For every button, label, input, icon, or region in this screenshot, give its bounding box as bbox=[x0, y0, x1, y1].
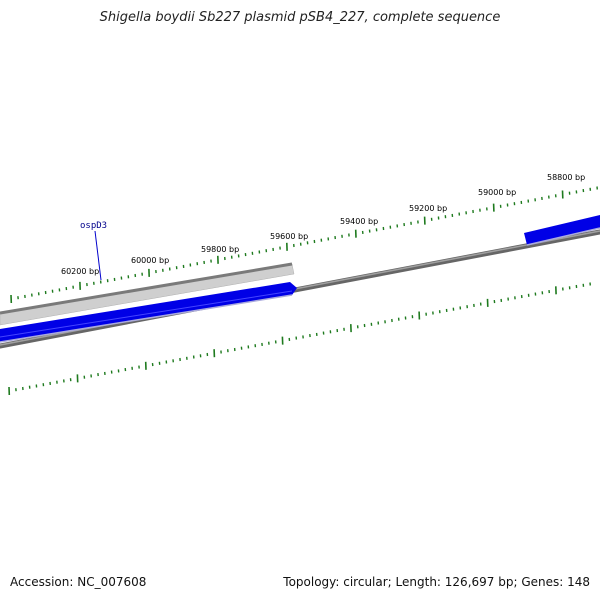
feature-gray-ospD3[interactable] bbox=[0, 262, 295, 326]
tick-label: 59600 bp bbox=[270, 232, 308, 241]
sequence-backbone-highlight bbox=[0, 230, 600, 346]
gene-label-pointer bbox=[94, 230, 102, 281]
map-summary-text: Topology: circular; Length: 126,697 bp; … bbox=[283, 575, 590, 589]
sequence-backbone bbox=[0, 229, 600, 349]
accession-text: Accession: NC_007608 bbox=[10, 575, 147, 589]
tick-label: 59000 bp bbox=[478, 188, 516, 197]
lower-tick-row bbox=[8, 282, 591, 396]
upper-tick-row bbox=[10, 186, 598, 304]
tick-label: 59200 bp bbox=[409, 204, 447, 213]
gene-arrow-ospD3[interactable] bbox=[0, 282, 297, 343]
map-title: Shigella boydii Sb227 plasmid pSB4_227, … bbox=[99, 10, 501, 25]
gene-label-ospD3[interactable]: ospD3 bbox=[80, 221, 107, 231]
tick-label: 60200 bp bbox=[61, 267, 99, 276]
tick-label: 59800 bp bbox=[201, 245, 239, 254]
gene-arrow-right[interactable] bbox=[524, 215, 600, 246]
tick-label: 60000 bp bbox=[131, 256, 169, 265]
tick-label: 59400 bp bbox=[340, 217, 378, 226]
tick-label: 58800 bp bbox=[547, 173, 585, 182]
